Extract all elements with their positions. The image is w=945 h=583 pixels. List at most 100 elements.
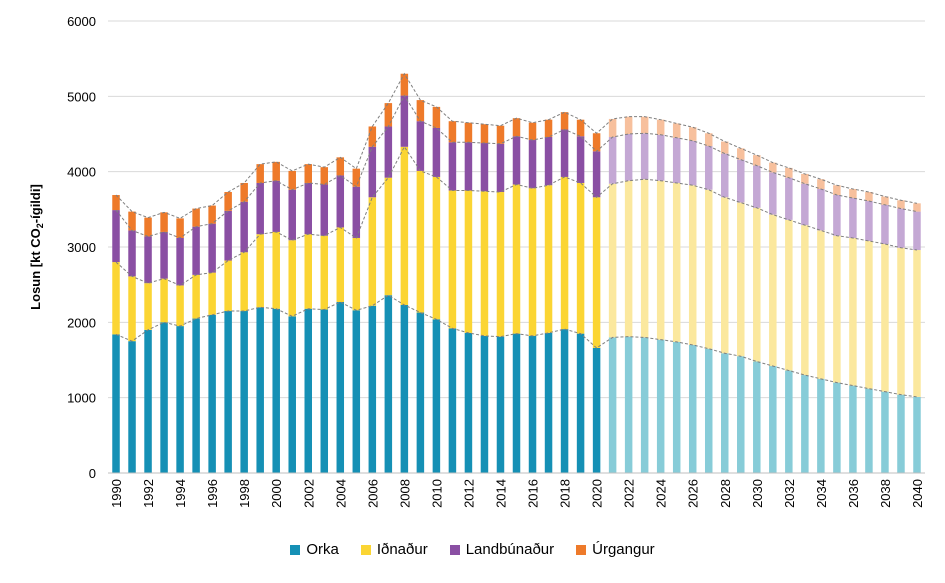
- bar-segment-úrgangur: [320, 167, 329, 185]
- bar-segment-iðnaður: [592, 197, 601, 348]
- x-tick-label: 1996: [205, 479, 220, 508]
- bar-segment-úrgangur: [737, 148, 745, 160]
- bar-segment-úrgangur: [512, 118, 521, 137]
- bar-segment-iðnaður: [721, 197, 729, 354]
- bar-segment-úrgangur: [480, 124, 489, 144]
- bar-segment-iðnaður: [224, 260, 232, 312]
- bar-segment-iðnaður: [496, 192, 505, 337]
- bar-segment-úrgangur: [240, 182, 248, 202]
- bar-segment-iðnaður: [785, 219, 793, 371]
- bar-segment-landbúnaður: [528, 140, 537, 189]
- x-tick-label: 2018: [558, 479, 573, 508]
- bar-segment-landbúnaður: [544, 137, 553, 186]
- bar-segment-úrgangur: [448, 121, 457, 143]
- bar-segment-orka: [320, 309, 329, 473]
- bar-segment-iðnaður: [640, 179, 649, 338]
- bar-segment-úrgangur: [592, 133, 601, 152]
- bar-segment-orka: [881, 391, 889, 473]
- x-tick-label: 2038: [878, 479, 893, 508]
- bar-segment-landbúnaður: [881, 204, 889, 244]
- bar-segment-orka: [753, 361, 761, 473]
- bar-segment-iðnaður: [512, 184, 521, 334]
- y-tick-label: 5000: [67, 89, 96, 104]
- bar-segment-landbúnaður: [240, 201, 248, 253]
- bar-segment-landbúnaður: [576, 136, 585, 183]
- x-tick-label: 2036: [846, 479, 861, 508]
- y-tick-label: 2000: [67, 315, 96, 330]
- bar-segment-orka: [656, 339, 665, 473]
- y-tick-label: 1000: [67, 391, 96, 406]
- bar-segment-landbúnaður: [785, 177, 793, 220]
- trend-line-orka: [115, 294, 918, 398]
- bar-segment-landbúnaður: [176, 237, 184, 286]
- bar-segment-landbúnaður: [672, 137, 681, 183]
- bar-segment-iðnaður: [160, 278, 168, 323]
- bar-segment-orka: [576, 333, 585, 473]
- bar-segment-landbúnaður: [833, 195, 841, 236]
- bar-segment-iðnaður: [849, 237, 857, 386]
- bar-segment-orka: [560, 329, 569, 473]
- bar-segment-úrgangur: [801, 173, 809, 184]
- bar-segment-orka: [528, 335, 537, 473]
- bar-segment-landbúnaður: [704, 146, 713, 190]
- bar-segment-úrgangur: [897, 200, 905, 209]
- bar-segment-orka: [833, 382, 841, 473]
- legend-swatch: [449, 544, 460, 555]
- bar-segment-orka: [416, 312, 425, 473]
- bar-segment-landbúnaður: [352, 186, 361, 238]
- x-tick-label: 2024: [654, 479, 669, 508]
- bar-segment-iðnaður: [624, 180, 633, 337]
- bar-segment-úrgangur: [496, 125, 505, 144]
- x-axis-ticks: 1990 1992 1994 1996 1998 2000 2002 2004 2006 2008…: [109, 479, 925, 508]
- bar-segment-landbúnaður: [897, 208, 905, 248]
- bar-segment-iðnaður: [544, 185, 553, 333]
- bar-segment-iðnaður: [304, 234, 312, 309]
- bar-segment-iðnaður: [913, 250, 921, 397]
- bar-segment-iðnaður: [416, 170, 425, 313]
- bar-segment-landbúnaður: [144, 236, 152, 284]
- x-tick-label: 2006: [365, 479, 380, 508]
- bar-segment-iðnaður: [112, 262, 120, 335]
- bar-segment-orka: [256, 307, 264, 473]
- bar-segment-úrgangur: [817, 179, 825, 189]
- bar-segment-úrgangur: [144, 217, 152, 237]
- bar-segment-úrgangur: [656, 119, 665, 135]
- bar-segment-orka: [144, 329, 152, 473]
- bar-segment-iðnaður: [320, 235, 329, 310]
- bar-segment-orka: [544, 332, 553, 473]
- x-tick-label: 2034: [814, 479, 829, 508]
- bar-segment-orka: [400, 305, 409, 473]
- bar-segment-landbúnaður: [464, 142, 473, 191]
- bar-segment-landbúnaður: [865, 201, 873, 241]
- bar-segment-iðnaður: [432, 176, 441, 320]
- x-tick-label: 2002: [301, 479, 316, 508]
- bar-segment-úrgangur: [576, 119, 585, 137]
- bar-segment-orka: [384, 295, 393, 473]
- bar-segment-úrgangur: [769, 162, 777, 173]
- bar-segment-landbúnaður: [208, 223, 216, 273]
- bar-segment-landbúnaður: [849, 198, 857, 238]
- bar-segment-iðnaður: [352, 237, 361, 311]
- bar-segment-iðnaður: [272, 231, 280, 309]
- legend-item: Landbúnaður: [449, 541, 554, 558]
- x-tick-label: 2010: [429, 479, 444, 508]
- bar-segment-úrgangur: [368, 126, 377, 147]
- bar-segment-landbúnaður: [817, 188, 825, 231]
- bar-segment-landbúnaður: [721, 153, 729, 198]
- x-tick-label: 2040: [910, 479, 925, 508]
- bar-segment-iðnaður: [881, 243, 889, 392]
- bar-segment-úrgangur: [753, 155, 761, 166]
- bar-segment-orka: [128, 341, 136, 473]
- bar-segment-orka: [368, 305, 377, 473]
- legend-swatch: [576, 544, 587, 555]
- bar-segment-orka: [913, 396, 921, 473]
- bar-segment-iðnaður: [288, 240, 296, 317]
- bar-segment-landbúnaður: [560, 129, 569, 177]
- bar-segment-orka: [480, 335, 489, 473]
- x-tick-label: 2026: [686, 479, 701, 508]
- bar-segment-iðnaður: [192, 274, 200, 319]
- bar-segment-landbúnaður: [913, 211, 921, 251]
- bar-segment-orka: [176, 326, 184, 473]
- bar-segment-orka: [112, 334, 120, 473]
